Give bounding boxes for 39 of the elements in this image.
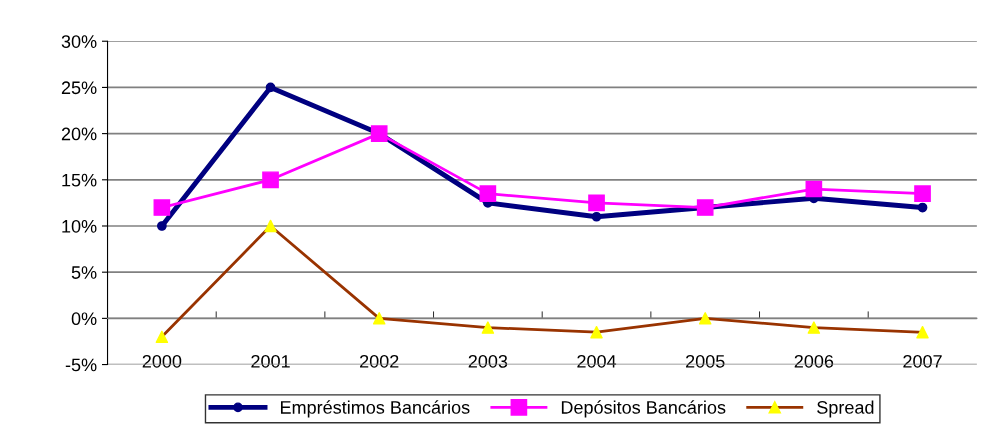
x-tick-label: 2004 [577,354,617,368]
point [372,312,386,325]
legend-label: Spread [817,400,874,418]
y-tick-label: 5% [71,266,97,279]
point [157,221,167,231]
x-tick-label: 2007 [903,354,942,368]
point [264,219,277,233]
y-tick-label: 10% [62,219,97,233]
point [698,312,712,325]
y-tick-label: 30% [61,35,97,48]
point [914,185,931,202]
point [262,171,279,189]
legend-label: Depósitos Bancários [561,400,726,418]
point [805,180,823,198]
y-tick-label: 15% [62,173,97,187]
point [591,211,602,222]
point [370,125,388,142]
point [917,202,928,213]
x-tick-label: 2000 [142,354,182,368]
x-tick-label: 2002 [360,354,399,368]
point [590,325,603,339]
x-tick-label: 2003 [468,354,508,368]
point [265,82,276,93]
y-tick-label: 0% [71,312,97,326]
x-tick-label: 2005 [686,354,725,368]
point [479,185,497,202]
point [155,330,169,344]
y-tick-label: 20% [61,127,97,141]
point [481,321,495,334]
point [153,199,171,216]
point [807,321,821,334]
point [696,199,714,216]
point [588,194,605,212]
point [916,325,929,339]
y-tick-label: 25% [61,81,97,95]
legend-label: Empréstimos Bancários [280,400,470,418]
y-tick-label: -5% [65,358,97,372]
x-tick-label: 2006 [794,354,834,368]
x-tick-label: 2001 [251,354,290,368]
